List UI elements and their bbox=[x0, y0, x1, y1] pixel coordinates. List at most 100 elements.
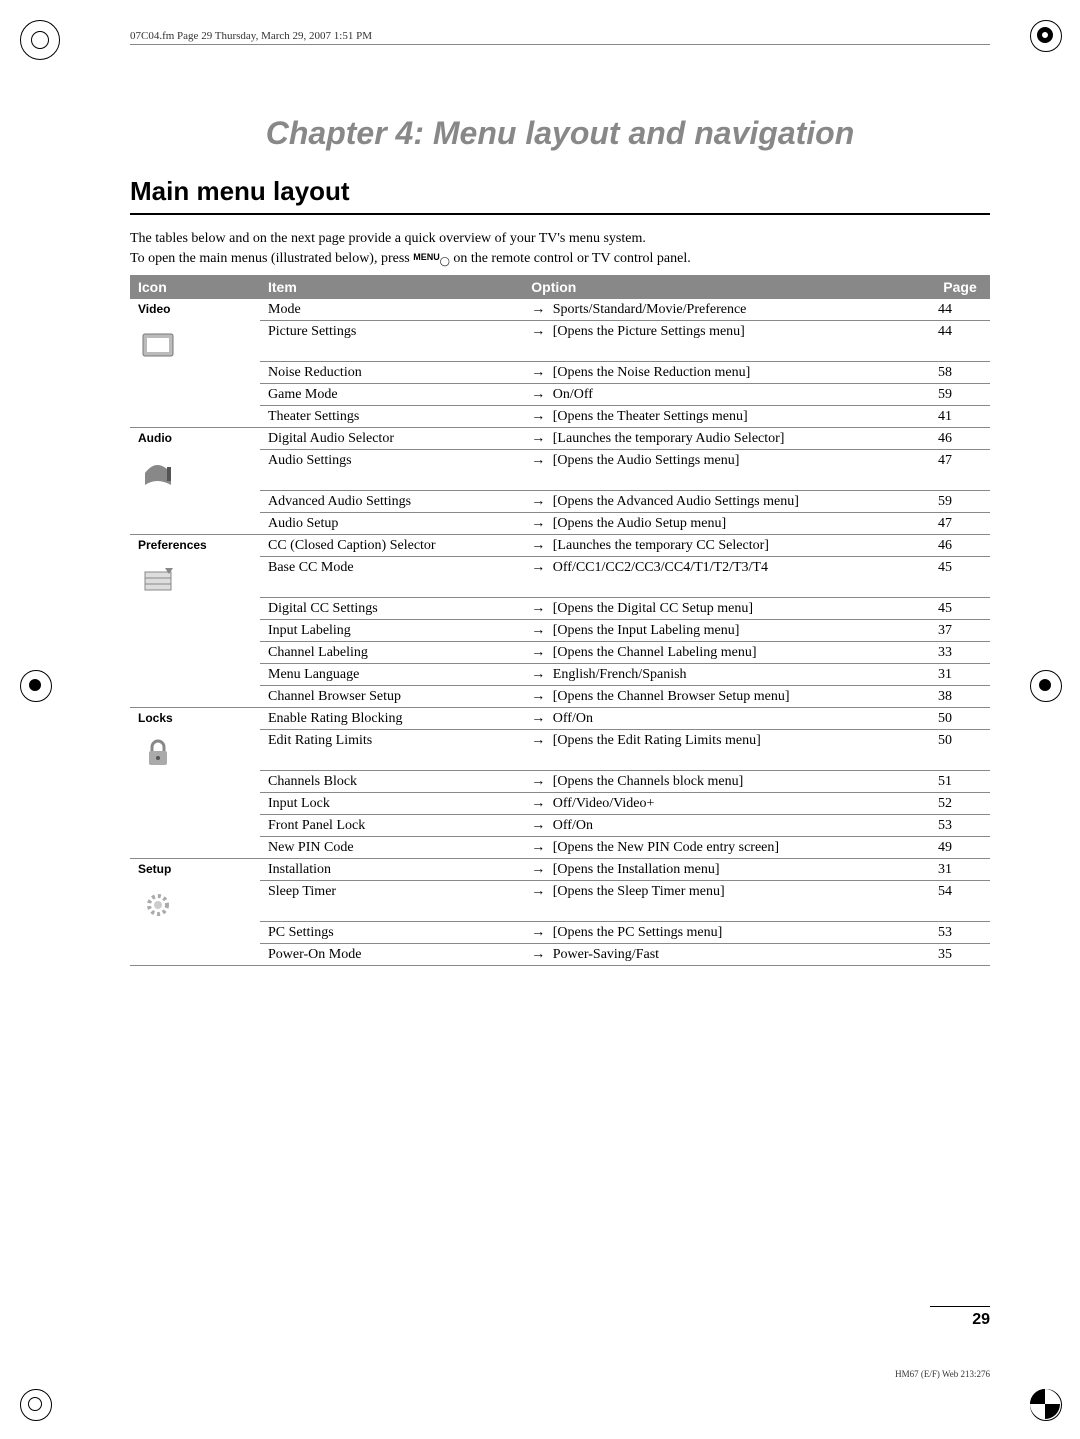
option-cell: → Off/On bbox=[523, 708, 930, 730]
setup-icon bbox=[138, 886, 178, 920]
arrow-icon: → bbox=[531, 733, 549, 749]
icon-cell: Video bbox=[130, 299, 260, 321]
page-cell: 45 bbox=[930, 557, 990, 598]
page-header-line: 07C04.fm Page 29 Thursday, March 29, 200… bbox=[130, 30, 990, 45]
page-cell: 31 bbox=[930, 859, 990, 881]
item-cell: Theater Settings bbox=[260, 406, 523, 428]
page-cell: 46 bbox=[930, 535, 990, 557]
option-cell: → [Launches the temporary Audio Selector… bbox=[523, 428, 930, 450]
menu-table: Icon Item Option Page VideoMode→ Sports/… bbox=[130, 275, 990, 966]
option-cell: → [Opens the Channels block menu] bbox=[523, 771, 930, 793]
icon-cell: Audio bbox=[130, 428, 260, 450]
table-row: Menu Language→ English/French/Spanish31 bbox=[130, 664, 990, 686]
table-row: Noise Reduction→ [Opens the Noise Reduct… bbox=[130, 362, 990, 384]
footer-note: HM67 (E/F) Web 213:276 bbox=[130, 1369, 990, 1379]
option-cell: → [Launches the temporary CC Selector] bbox=[523, 535, 930, 557]
audio-icon bbox=[138, 455, 178, 489]
icon-cell bbox=[130, 491, 260, 513]
item-cell: Game Mode bbox=[260, 384, 523, 406]
item-cell: Audio Settings bbox=[260, 450, 523, 491]
option-cell: → [Opens the Channel Browser Setup menu] bbox=[523, 686, 930, 708]
arrow-icon: → bbox=[531, 431, 549, 447]
page-cell: 58 bbox=[930, 362, 990, 384]
arrow-icon: → bbox=[531, 925, 549, 941]
col-icon: Icon bbox=[130, 275, 260, 299]
icon-cell bbox=[130, 406, 260, 428]
arrow-icon: → bbox=[531, 387, 549, 403]
arrow-icon: → bbox=[531, 365, 549, 381]
icon-cell bbox=[130, 362, 260, 384]
page-cell: 33 bbox=[930, 642, 990, 664]
page-cell: 37 bbox=[930, 620, 990, 642]
page-cell: 50 bbox=[930, 730, 990, 771]
icon-cell: Setup bbox=[130, 859, 260, 881]
category-label: Setup bbox=[138, 862, 252, 876]
item-cell: Channels Block bbox=[260, 771, 523, 793]
arrow-icon: → bbox=[531, 538, 549, 554]
table-row: Digital CC Settings→ [Opens the Digital … bbox=[130, 598, 990, 620]
locks-icon bbox=[138, 735, 178, 769]
page-cell: 59 bbox=[930, 384, 990, 406]
page-cell: 35 bbox=[930, 944, 990, 966]
icon-cell bbox=[130, 557, 260, 598]
icon-cell bbox=[130, 384, 260, 406]
arrow-icon: → bbox=[531, 774, 549, 790]
option-cell: → [Opens the Input Labeling menu] bbox=[523, 620, 930, 642]
option-cell: → [Opens the Audio Setup menu] bbox=[523, 513, 930, 535]
arrow-icon: → bbox=[531, 302, 549, 318]
icon-cell: Preferences bbox=[130, 535, 260, 557]
page-cell: 47 bbox=[930, 450, 990, 491]
item-cell: Installation bbox=[260, 859, 523, 881]
arrow-icon: → bbox=[531, 560, 549, 576]
arrow-icon: → bbox=[531, 667, 549, 683]
col-option: Option bbox=[523, 275, 930, 299]
table-row: SetupInstallation→ [Opens the Installati… bbox=[130, 859, 990, 881]
menu-key-circle-icon: ◯ bbox=[440, 256, 450, 266]
print-mark-icon bbox=[20, 20, 60, 60]
page-cell: 46 bbox=[930, 428, 990, 450]
item-cell: Advanced Audio Settings bbox=[260, 491, 523, 513]
table-row: Front Panel Lock→ Off/On53 bbox=[130, 815, 990, 837]
table-row: Picture Settings→ [Opens the Picture Set… bbox=[130, 321, 990, 362]
category-label: Video bbox=[138, 302, 252, 316]
item-cell: Picture Settings bbox=[260, 321, 523, 362]
table-row: PC Settings→ [Opens the PC Settings menu… bbox=[130, 922, 990, 944]
page-cell: 38 bbox=[930, 686, 990, 708]
print-mark-icon bbox=[1030, 1389, 1060, 1419]
item-cell: Enable Rating Blocking bbox=[260, 708, 523, 730]
icon-cell bbox=[130, 642, 260, 664]
item-cell: Mode bbox=[260, 299, 523, 321]
arrow-icon: → bbox=[531, 862, 549, 878]
print-mark-icon bbox=[1030, 670, 1060, 700]
option-cell: → Sports/Standard/Movie/Preference bbox=[523, 299, 930, 321]
option-cell: → English/French/Spanish bbox=[523, 664, 930, 686]
icon-cell bbox=[130, 513, 260, 535]
table-row: Audio Setup→ [Opens the Audio Setup menu… bbox=[130, 513, 990, 535]
icon-cell bbox=[130, 321, 260, 362]
item-cell: Power-On Mode bbox=[260, 944, 523, 966]
option-cell: → [Opens the Picture Settings menu] bbox=[523, 321, 930, 362]
arrow-icon: → bbox=[531, 453, 549, 469]
arrow-icon: → bbox=[531, 623, 549, 639]
option-cell: → Off/Video/Video+ bbox=[523, 793, 930, 815]
print-mark-icon bbox=[20, 670, 50, 700]
arrow-icon: → bbox=[531, 516, 549, 532]
option-cell: → On/Off bbox=[523, 384, 930, 406]
intro-fragment: on the remote control or TV control pane… bbox=[450, 251, 691, 266]
icon-cell bbox=[130, 922, 260, 944]
icon-cell bbox=[130, 815, 260, 837]
table-row: Base CC Mode→ Off/CC1/CC2/CC3/CC4/T1/T2/… bbox=[130, 557, 990, 598]
table-row: New PIN Code→ [Opens the New PIN Code en… bbox=[130, 837, 990, 859]
table-row: Game Mode→ On/Off59 bbox=[130, 384, 990, 406]
arrow-icon: → bbox=[531, 884, 549, 900]
intro-text: The tables below and on the next page pr… bbox=[130, 231, 990, 247]
table-body: Video Mode→ Sports/Standard/Movie/Prefere… bbox=[130, 299, 990, 966]
icon-cell bbox=[130, 450, 260, 491]
option-cell: → [Opens the Channel Labeling menu] bbox=[523, 642, 930, 664]
page-cell: 45 bbox=[930, 598, 990, 620]
table-row: Edit Rating Limits→ [Opens the Edit Rati… bbox=[130, 730, 990, 771]
page-number: 29 bbox=[930, 1306, 990, 1329]
item-cell: Noise Reduction bbox=[260, 362, 523, 384]
option-cell: → Power-Saving/Fast bbox=[523, 944, 930, 966]
page-cell: 41 bbox=[930, 406, 990, 428]
